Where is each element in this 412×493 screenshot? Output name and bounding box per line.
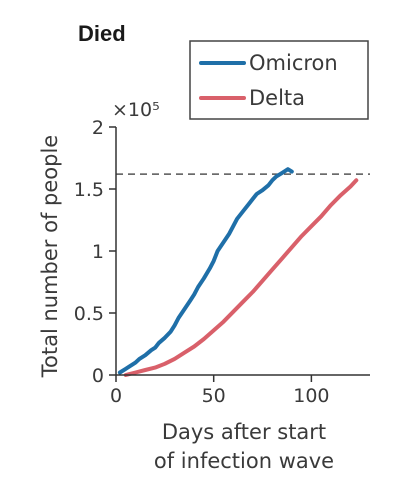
- legend-label-omicron: Omicron: [249, 51, 338, 75]
- y-axis-label: Total number of people: [38, 135, 62, 378]
- series-line-omicron: [117, 167, 294, 375]
- y-tick-label: 0: [92, 365, 104, 387]
- x-axis-label-line-1: Days after start: [162, 420, 326, 444]
- y-axis-multiplier: ×10⁵: [112, 99, 160, 121]
- x-tick-label: 0: [110, 385, 122, 407]
- legend: Omicron Delta: [189, 40, 369, 120]
- series-layer: [117, 167, 359, 377]
- legend-label-delta: Delta: [249, 86, 305, 110]
- ticks: 0 0.5 1 1.5 2 0 50 100: [74, 117, 330, 407]
- series-line-delta: [123, 178, 359, 377]
- x-tick-label: 50: [202, 385, 226, 407]
- legend-box: [189, 40, 369, 120]
- x-tick-label: 100: [293, 385, 329, 407]
- y-tick-label: 1: [92, 241, 104, 263]
- axes: [115, 127, 370, 376]
- x-axis-label-line-2: of infection wave: [154, 449, 334, 473]
- chart-title: Died: [78, 21, 126, 46]
- y-tick-label: 2: [92, 117, 104, 139]
- y-tick-label: 0.5: [74, 303, 104, 325]
- y-tick-label: 1.5: [74, 179, 104, 201]
